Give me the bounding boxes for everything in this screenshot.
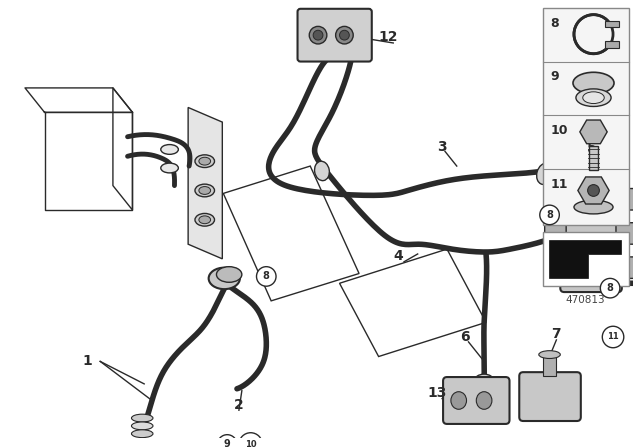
- Text: 8: 8: [607, 283, 614, 293]
- Text: 8: 8: [550, 17, 559, 30]
- Bar: [589, 146, 598, 170]
- FancyBboxPatch shape: [298, 9, 372, 61]
- Text: 9: 9: [550, 70, 559, 83]
- Text: 10: 10: [245, 440, 257, 448]
- Ellipse shape: [313, 30, 323, 40]
- Ellipse shape: [209, 267, 240, 289]
- Ellipse shape: [576, 89, 611, 107]
- Ellipse shape: [161, 145, 179, 154]
- Ellipse shape: [574, 200, 613, 214]
- Ellipse shape: [131, 430, 153, 438]
- Ellipse shape: [476, 392, 492, 409]
- FancyBboxPatch shape: [545, 218, 566, 239]
- Ellipse shape: [131, 414, 153, 422]
- Text: 7: 7: [552, 327, 561, 341]
- Text: 11: 11: [550, 178, 568, 191]
- FancyBboxPatch shape: [616, 223, 637, 244]
- Text: 13: 13: [428, 386, 447, 400]
- Ellipse shape: [335, 26, 353, 44]
- Text: 8: 8: [263, 271, 269, 281]
- Text: 2: 2: [234, 398, 244, 412]
- FancyBboxPatch shape: [616, 257, 637, 278]
- Circle shape: [602, 326, 624, 348]
- Bar: [543, 8, 628, 224]
- FancyBboxPatch shape: [616, 189, 637, 210]
- Bar: [605, 41, 619, 48]
- Ellipse shape: [539, 351, 560, 358]
- Ellipse shape: [216, 267, 242, 282]
- Ellipse shape: [199, 157, 211, 165]
- Text: 5: 5: [587, 142, 596, 155]
- Text: 8: 8: [546, 210, 553, 220]
- Ellipse shape: [474, 374, 494, 388]
- Ellipse shape: [309, 26, 327, 44]
- Bar: [605, 21, 619, 27]
- Ellipse shape: [195, 184, 214, 197]
- Circle shape: [540, 205, 559, 224]
- Text: 1: 1: [83, 354, 92, 368]
- Text: 4: 4: [393, 249, 403, 263]
- Ellipse shape: [451, 392, 467, 409]
- Ellipse shape: [576, 172, 605, 190]
- Ellipse shape: [314, 161, 330, 181]
- Text: 6: 6: [460, 330, 469, 344]
- Ellipse shape: [583, 92, 604, 103]
- FancyBboxPatch shape: [519, 372, 581, 421]
- Ellipse shape: [340, 30, 349, 40]
- Text: 12: 12: [379, 30, 398, 44]
- Text: 3: 3: [437, 139, 447, 154]
- Text: 11: 11: [607, 332, 619, 341]
- Ellipse shape: [536, 164, 553, 185]
- Ellipse shape: [199, 186, 211, 194]
- Text: 470813: 470813: [566, 295, 605, 305]
- FancyBboxPatch shape: [560, 167, 622, 292]
- Ellipse shape: [161, 163, 179, 173]
- Circle shape: [600, 278, 620, 298]
- Polygon shape: [548, 240, 621, 278]
- Ellipse shape: [195, 213, 214, 226]
- Ellipse shape: [131, 422, 153, 430]
- Text: 9: 9: [224, 439, 230, 448]
- Bar: [543, 354, 556, 376]
- Circle shape: [257, 267, 276, 286]
- Circle shape: [588, 185, 600, 196]
- Circle shape: [239, 433, 262, 448]
- Ellipse shape: [551, 224, 568, 245]
- Text: 10: 10: [550, 124, 568, 137]
- Ellipse shape: [195, 155, 214, 168]
- Polygon shape: [188, 108, 222, 259]
- FancyBboxPatch shape: [443, 377, 509, 424]
- Bar: [543, 233, 628, 286]
- Ellipse shape: [573, 72, 614, 94]
- Ellipse shape: [199, 216, 211, 224]
- Circle shape: [218, 435, 237, 448]
